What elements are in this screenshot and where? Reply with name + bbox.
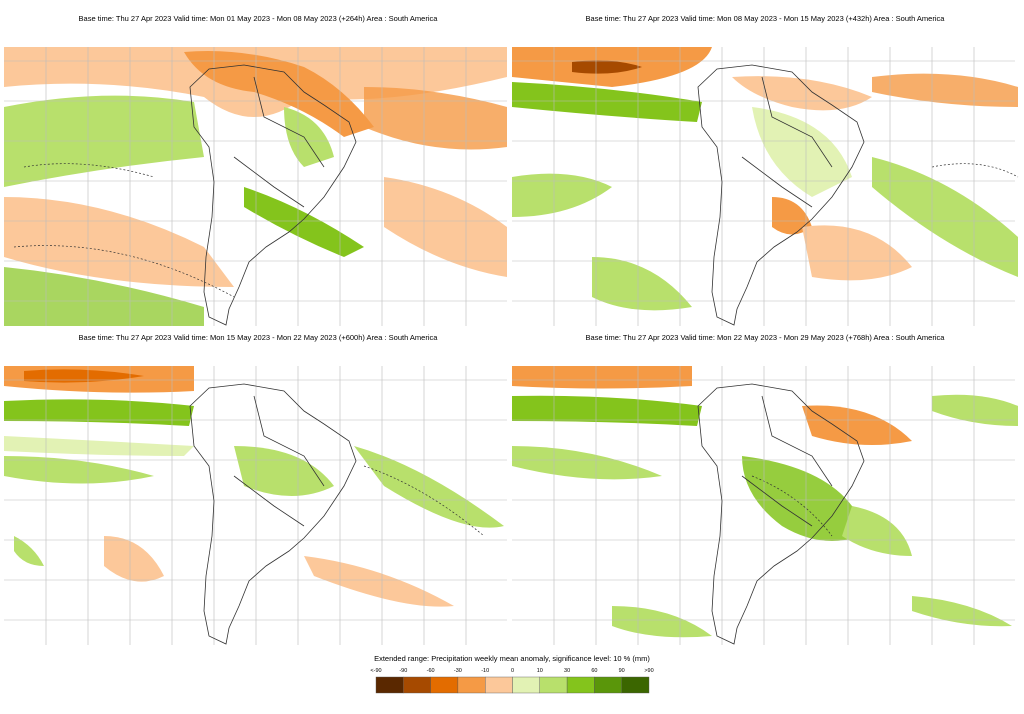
panel-title: Base time: Thu 27 Apr 2023 Valid time: M… xyxy=(586,333,946,342)
legend-swatch xyxy=(594,676,622,694)
legend-label: -30 xyxy=(454,668,462,674)
legend: Extended range: Precipitation weekly mea… xyxy=(370,654,654,694)
legend-swatch xyxy=(566,676,595,694)
map-panel xyxy=(3,46,508,327)
legend-label: 60 xyxy=(591,668,597,674)
panel-title: Base time: Thu 27 Apr 2023 Valid time: M… xyxy=(79,333,439,342)
legend-label: <-90 xyxy=(370,668,381,674)
legend-label: -90 xyxy=(399,668,407,674)
legend-label: -60 xyxy=(427,668,435,674)
panel-title: Base time: Thu 27 Apr 2023 Valid time: M… xyxy=(79,14,439,23)
map-panel xyxy=(3,365,508,646)
legend-label: -10 xyxy=(481,668,489,674)
legend-label: 10 xyxy=(537,668,543,674)
legend-swatch xyxy=(430,676,459,694)
legend-swatch xyxy=(621,676,650,694)
legend-swatch xyxy=(512,676,540,694)
legend-swatch xyxy=(375,676,404,694)
legend-swatch xyxy=(539,676,568,694)
legend-swatch xyxy=(403,676,431,694)
legend-label: >90 xyxy=(644,668,653,674)
legend-label: 0 xyxy=(511,668,514,674)
legend-swatch xyxy=(457,676,486,694)
legend-label: 30 xyxy=(564,668,570,674)
map-panel xyxy=(511,46,1019,327)
legend-swatch xyxy=(485,676,513,694)
legend-label: 90 xyxy=(619,668,625,674)
map-panel xyxy=(511,365,1018,646)
panel-title: Base time: Thu 27 Apr 2023 Valid time: M… xyxy=(586,14,946,23)
legend-title: Extended range: Precipitation weekly mea… xyxy=(374,654,650,663)
